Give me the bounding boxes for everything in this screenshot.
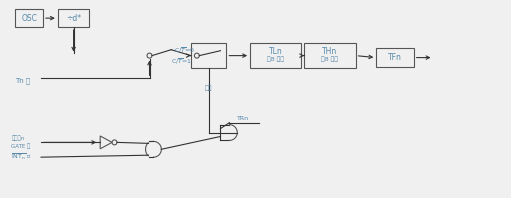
Text: TLn: TLn	[269, 47, 283, 56]
Text: $\overline{\mathrm{INT_n}}$ 脚: $\overline{\mathrm{INT_n}}$ 脚	[11, 152, 32, 162]
Text: THn: THn	[322, 47, 338, 56]
Text: （8 位）: （8 位）	[267, 57, 284, 62]
Text: 控制: 控制	[205, 85, 213, 91]
Bar	[305, 43, 356, 69]
Bar	[250, 43, 301, 69]
Text: ÷d*: ÷d*	[66, 14, 81, 23]
Text: C/$\overline{T}$=1: C/$\overline{T}$=1	[171, 57, 192, 66]
Text: TRn: TRn	[237, 116, 249, 121]
Text: GATE 位: GATE 位	[11, 144, 31, 149]
Text: Tn 脚: Tn 脚	[15, 77, 31, 84]
Bar	[376, 48, 414, 68]
Text: （8 位）: （8 位）	[321, 57, 338, 62]
Text: TFn: TFn	[388, 53, 402, 62]
Bar	[191, 43, 226, 69]
Bar	[15, 9, 43, 27]
Text: 定时器n: 定时器n	[11, 136, 25, 141]
Text: C/$\overline{T}$=0: C/$\overline{T}$=0	[174, 46, 195, 55]
Text: OSC: OSC	[21, 14, 37, 23]
Bar	[58, 9, 89, 27]
